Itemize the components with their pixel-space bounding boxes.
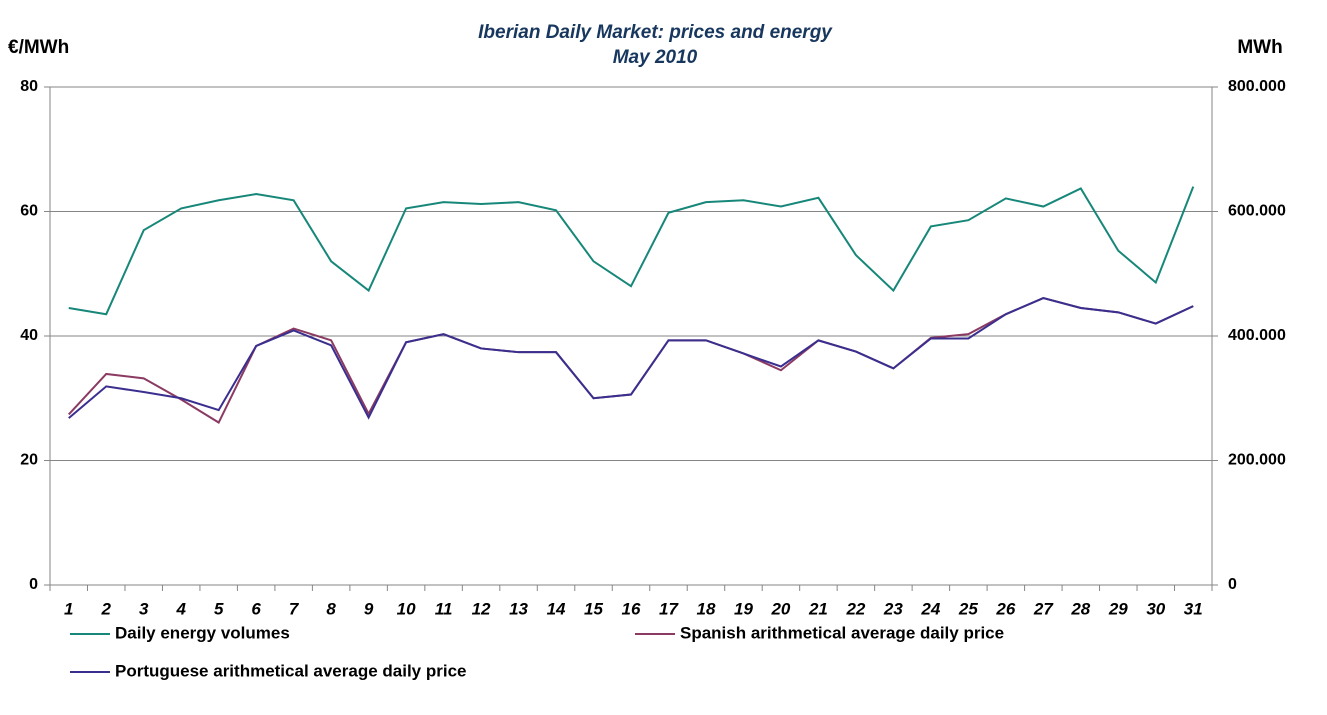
y2-tick-label: 600.000: [1228, 203, 1286, 220]
y2-axis-label: MWh: [1237, 37, 1282, 58]
series-line: [68, 296, 1194, 420]
x-tick-label: 23: [883, 599, 903, 618]
y-tick-label: 20: [20, 452, 38, 469]
x-tick-label: 18: [697, 599, 716, 618]
x-tick-label: 31: [1184, 599, 1203, 618]
x-tick-label: 28: [1070, 599, 1090, 618]
x-tick-label: 16: [622, 599, 641, 618]
y-tick-label: 60: [20, 203, 38, 220]
x-tick-label: 21: [808, 599, 828, 618]
x-tick-label: 30: [1146, 599, 1165, 618]
series-line: [68, 186, 1195, 316]
y-tick-label: 80: [20, 78, 38, 95]
y-tick-label: 40: [20, 327, 38, 344]
x-tick-label: 15: [584, 599, 603, 618]
x-tick-label: 22: [845, 599, 865, 618]
y2-tick-label: 0: [1228, 576, 1237, 593]
x-tick-label: 26: [995, 599, 1015, 618]
y2-tick-label: 200.000: [1228, 452, 1286, 469]
y2-tick-label: 800.000: [1228, 78, 1286, 95]
x-tick-label: 8: [326, 599, 336, 618]
chart-title: Iberian Daily Market: prices and energy: [478, 22, 833, 43]
x-tick-label: 27: [1033, 599, 1054, 618]
x-tick-label: 10: [397, 599, 416, 618]
x-tick-label: 4: [175, 599, 186, 618]
legend-label: Spanish arithmetical average daily price: [680, 623, 1004, 642]
x-tick-label: 20: [770, 599, 790, 618]
x-tick-label: 29: [1108, 599, 1128, 618]
x-tick-label: 3: [139, 599, 149, 618]
series-line: [68, 296, 1194, 424]
y-axis-label: €/MWh: [8, 37, 69, 58]
x-tick-label: 5: [214, 599, 224, 618]
x-tick-label: 2: [100, 599, 111, 618]
x-tick-label: 1: [64, 599, 73, 618]
x-tick-label: 6: [251, 599, 261, 618]
legend-label: Daily energy volumes: [115, 623, 290, 642]
x-tick-label: 24: [920, 599, 940, 618]
x-tick-label: 14: [547, 599, 566, 618]
x-tick-label: 11: [435, 599, 453, 618]
x-tick-label: 12: [472, 599, 491, 618]
x-tick-label: 7: [289, 599, 300, 618]
y-tick-label: 0: [29, 576, 38, 593]
x-tick-label: 19: [734, 599, 753, 618]
chart-subtitle: May 2010: [613, 47, 698, 68]
x-tick-label: 9: [364, 599, 374, 618]
x-tick-label: 17: [659, 599, 679, 618]
x-tick-label: 25: [958, 599, 978, 618]
legend-label: Portuguese arithmetical average daily pr…: [115, 661, 466, 680]
x-tick-label: 13: [509, 599, 528, 618]
y2-tick-label: 400.000: [1228, 327, 1286, 344]
